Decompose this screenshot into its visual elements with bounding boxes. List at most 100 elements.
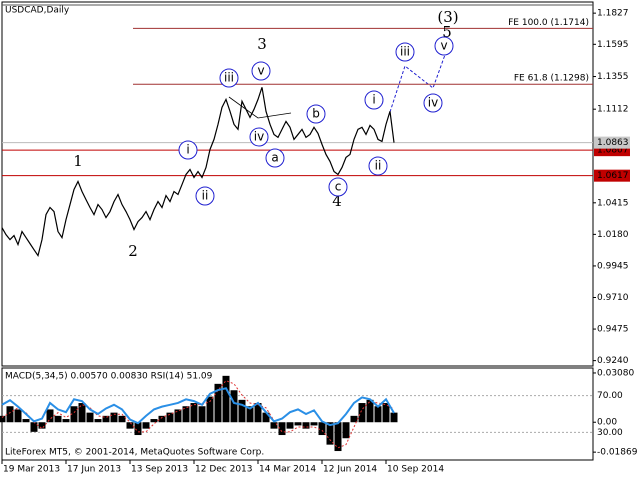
wave-label: i (186, 143, 189, 157)
macd-bar (326, 422, 334, 445)
macd-bar (166, 412, 174, 423)
wave-label: (3) (437, 8, 458, 26)
macd-bar (206, 396, 214, 423)
wave-label: v (257, 64, 264, 78)
macd-bar (350, 415, 358, 423)
wave-label: 2 (128, 242, 138, 260)
x-tick-label: 12 Jun 2014 (323, 465, 377, 475)
macd-bar (222, 375, 230, 423)
x-tick-label: 17 Jun 2013 (67, 465, 121, 475)
macd-bar (54, 415, 62, 423)
indicator-title: MACD(5,34,5) 0.00570 0.00830 RSI(14) 51.… (5, 372, 213, 382)
price-line (1, 87, 395, 258)
macd-bar (62, 419, 70, 423)
y-tick-label: 1.1595 (597, 40, 629, 50)
projection (389, 51, 447, 113)
macd-bar (126, 422, 134, 429)
level-label: 1.0617 (597, 171, 629, 181)
macd-bar (366, 399, 374, 423)
fe-level-label: FE 100.0 (1.1714) (508, 18, 589, 28)
macd-bar (198, 406, 206, 423)
y2-tick-label: 70.00 (597, 391, 623, 401)
wave-circle (395, 42, 415, 62)
y-tick-label: 1.0415 (597, 198, 629, 208)
macd-bar (182, 406, 190, 423)
wave-label: ii (375, 159, 382, 173)
wave-label: 1 (73, 152, 83, 170)
macd-bar (342, 422, 350, 439)
macd-bar (254, 403, 262, 423)
macd-bar (214, 383, 222, 423)
current-price-box (594, 136, 630, 149)
x-tick-label: 13 Sep 2013 (131, 465, 188, 475)
wave-label: ii (202, 189, 209, 203)
macd-bar (302, 422, 310, 429)
wave-circle (364, 90, 384, 110)
fe-level-label: FE 61.8 (1.1298) (514, 74, 589, 84)
macd-bar (102, 415, 110, 423)
wave-circle (249, 127, 269, 147)
macd-bar (78, 403, 86, 423)
macd-bar (270, 422, 278, 429)
y-tick-label: 1.0180 (597, 230, 629, 240)
y-tick-label: 0.9475 (597, 325, 629, 335)
x-tick-label: 10 Sep 2014 (387, 465, 444, 475)
macd-bar (70, 406, 78, 423)
wave-circle (434, 36, 454, 56)
macd-bar (38, 422, 46, 429)
wave-circle (265, 148, 285, 168)
y-tick-label: 0.9710 (597, 293, 629, 303)
price-frame (1, 1, 594, 367)
y-tick-label: -0.01869 (597, 448, 638, 458)
macd-bar (230, 390, 238, 423)
y-tick-label: 0.03080 (597, 368, 634, 378)
signal-line (1, 380, 395, 449)
macd-bar (150, 419, 158, 423)
macd-bar (390, 412, 398, 423)
y-tick-label: 1.1112 (597, 105, 629, 115)
wave-circle (328, 177, 348, 197)
wave-line (228, 96, 292, 119)
macd-bar (158, 415, 166, 423)
wave-label: a (271, 151, 278, 165)
wave-label: b (312, 107, 320, 121)
wave-label: iii (400, 45, 410, 59)
macd-bar (22, 419, 30, 423)
wave-label: c (335, 180, 342, 194)
macd-bar (6, 406, 14, 423)
macd-bar (46, 409, 54, 423)
wave-label: 3 (257, 35, 267, 53)
macd-bar (294, 422, 302, 426)
macd-bar (334, 422, 342, 452)
x-tick-label: 12 Dec 2013 (195, 465, 253, 475)
wave-circle (423, 93, 443, 113)
macd-bar (278, 422, 286, 436)
wave-circle (306, 104, 326, 124)
macd-bar (30, 422, 38, 432)
level-box (594, 169, 630, 182)
macd-bar (134, 422, 142, 436)
macd-bar (286, 422, 294, 429)
level-label: 1.0807 (597, 146, 629, 156)
wave-label: iii (224, 71, 234, 85)
wave-label: 5 (442, 23, 452, 41)
macd-bar (238, 399, 246, 423)
macd-bar (174, 409, 182, 423)
rsi-line (1, 387, 395, 427)
footer: LiteForex MT5, © 2001-2014, MetaQuotes S… (5, 448, 264, 458)
y-tick-label: 0.9945 (597, 261, 629, 271)
indicator-frame (1, 367, 594, 461)
macd-bar (358, 403, 366, 423)
y-tick-label: 1.1355 (597, 72, 629, 82)
x-tick-label: 19 Mar 2013 (3, 465, 60, 475)
wave-circle (178, 140, 198, 160)
macd-bar (110, 412, 118, 423)
chart-title: USDCAD,Daily (5, 6, 70, 16)
macd-bar (118, 415, 126, 423)
wave-circle (219, 68, 239, 88)
wave-label: v (440, 39, 447, 53)
current-price-label: 1.0863 (597, 138, 629, 148)
y-tick-label: 0.00 (597, 418, 617, 428)
